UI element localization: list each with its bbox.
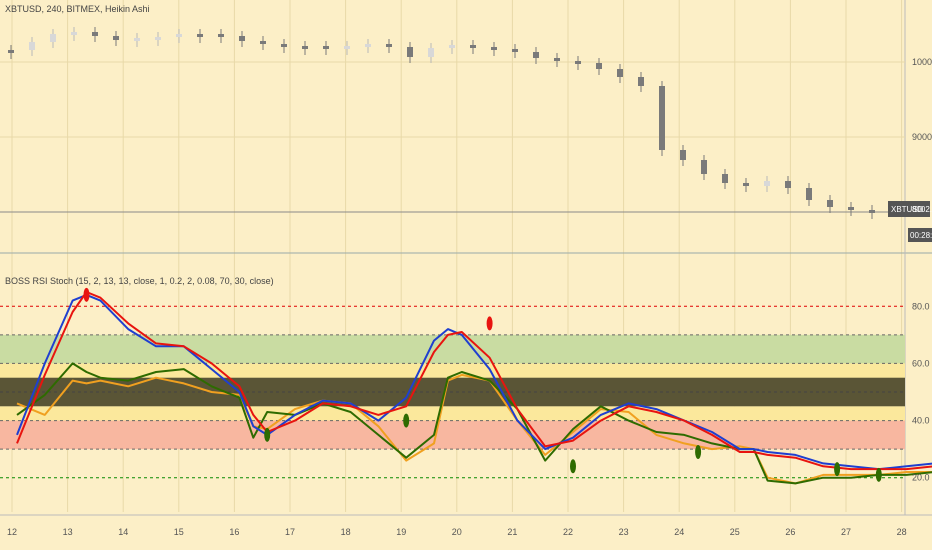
series-line: [16, 293, 932, 471]
candle-body: [512, 49, 518, 52]
countdown-tag: [908, 228, 932, 242]
candle-body: [176, 34, 182, 37]
x-tick-label: 27: [841, 527, 851, 537]
x-tick-label: 21: [507, 527, 517, 537]
candle-body: [134, 38, 140, 41]
signal-marker: [83, 287, 90, 302]
current-price-tag: [888, 201, 930, 217]
signal-marker: [834, 462, 841, 477]
x-tick-label: 20: [452, 527, 462, 537]
candle-body: [617, 69, 623, 77]
oscillator-tick-label: 20.0: [912, 473, 930, 483]
x-tick-label: 18: [341, 527, 351, 537]
candle-body: [764, 181, 770, 186]
price-chart-title: XBTUSD, 240, BITMEX, Heikin Ashi: [5, 4, 150, 14]
x-tick-label: 16: [229, 527, 239, 537]
countdown-value: 00:28:24: [910, 231, 932, 240]
candle-body: [806, 188, 812, 200]
candle-body: [92, 32, 98, 36]
candle-body: [575, 61, 581, 64]
current-price-value: 8002.0: [912, 205, 932, 214]
signal-marker: [875, 467, 882, 482]
x-tick-label: 22: [563, 527, 573, 537]
candle-body: [386, 44, 392, 47]
oscillator-tick-label: 80.0: [912, 301, 930, 311]
price-tick-label: 10000.0: [912, 57, 932, 67]
candle-body: [281, 44, 287, 47]
candle-body: [365, 44, 371, 47]
x-tick-label: 13: [63, 527, 73, 537]
candle-body: [827, 200, 833, 207]
candle-body: [155, 37, 161, 40]
candle-body: [743, 183, 749, 186]
candle-body: [50, 34, 56, 42]
zone-upper: [0, 334, 905, 364]
x-tick-label: 26: [785, 527, 795, 537]
candle-body: [659, 86, 665, 150]
candle-body: [71, 32, 77, 35]
candle-body: [470, 45, 476, 48]
price-tick-label: 9000.0: [912, 132, 932, 142]
x-tick-label: 15: [174, 527, 184, 537]
x-tick-label: 14: [118, 527, 128, 537]
candle-body: [113, 36, 119, 40]
x-tick-label: 23: [619, 527, 629, 537]
signal-marker: [486, 316, 493, 331]
zone-lower: [0, 420, 905, 450]
signal-marker: [695, 445, 702, 459]
oscillator-pane: [0, 287, 932, 485]
candle-body: [554, 58, 560, 61]
candle-body: [533, 52, 539, 58]
candle-body: [239, 36, 245, 41]
candle-body: [491, 47, 497, 50]
current-price-symbol: XBTUSD: [891, 205, 924, 214]
candle-body: [449, 45, 455, 48]
candle-body: [344, 46, 350, 49]
candle-body: [785, 181, 791, 188]
x-tick-label: 17: [285, 527, 295, 537]
oscillator-tick-label: 40.0: [912, 416, 930, 426]
candle-body: [638, 77, 644, 86]
x-tick-label: 19: [396, 527, 406, 537]
candle-body: [680, 150, 686, 160]
series-line: [16, 291, 932, 471]
candle-body: [302, 46, 308, 49]
candle-body: [323, 46, 329, 49]
x-tick-label: 25: [730, 527, 740, 537]
zone-mid-lower: [0, 406, 905, 421]
price-pane: [8, 27, 875, 219]
candle-body: [848, 207, 854, 210]
signal-marker: [570, 459, 576, 474]
candle-body: [260, 41, 266, 44]
candle-body: [596, 63, 602, 69]
candle-body: [869, 210, 875, 213]
x-tick-label: 28: [897, 527, 907, 537]
indicator-title: BOSS RSI Stoch (15, 2, 13, 13, close, 1,…: [5, 276, 274, 286]
x-tick-label: 24: [674, 527, 684, 537]
series-line: [16, 362, 932, 485]
signal-marker: [264, 427, 271, 442]
candle-body: [407, 47, 413, 57]
candle-body: [197, 34, 203, 37]
signal-marker: [403, 413, 410, 428]
candle-body: [8, 50, 14, 53]
candle-body: [218, 34, 224, 37]
candle-body: [722, 174, 728, 183]
candle-body: [29, 42, 35, 50]
axes: 12 13 14 15 16 17 18 19 20 21 22 23 24 25 26 27 28 10000.…: [7, 57, 932, 537]
candle-body: [701, 160, 707, 174]
candle-body: [428, 48, 434, 57]
oscillator-tick-label: 60.0: [912, 358, 930, 368]
x-tick-label: 12: [7, 527, 17, 537]
